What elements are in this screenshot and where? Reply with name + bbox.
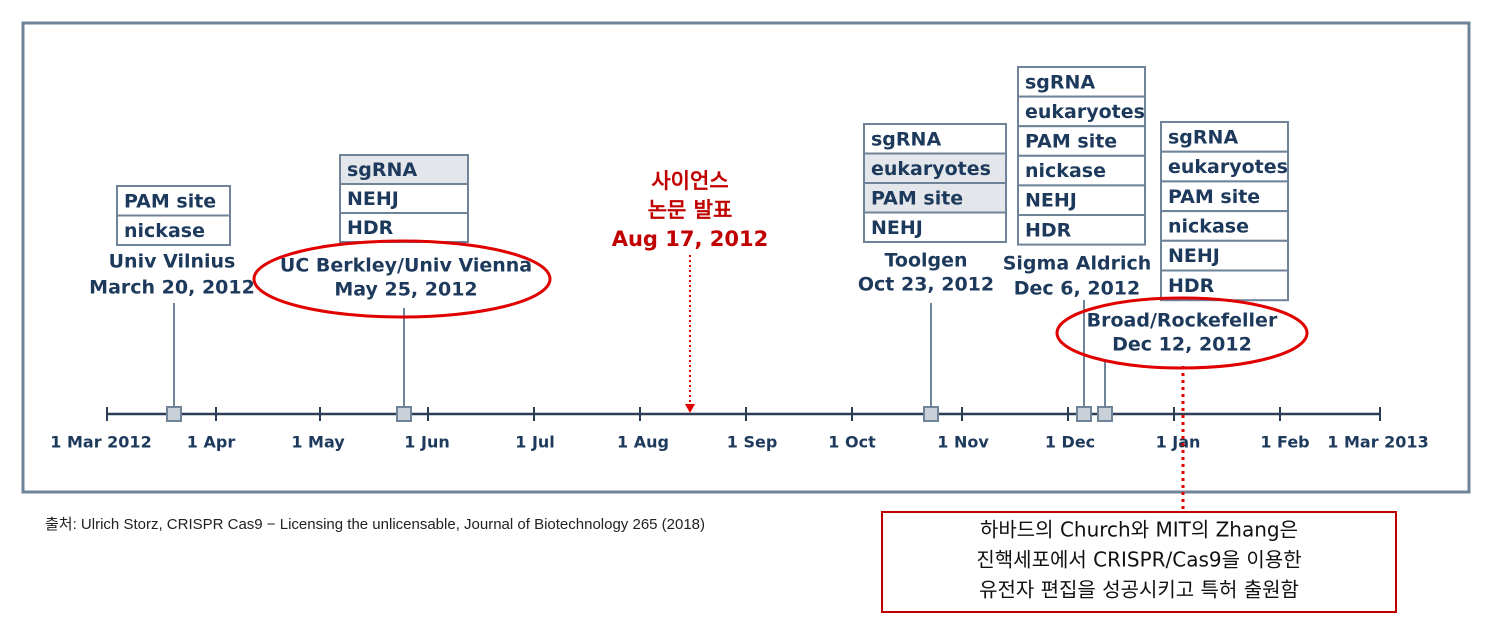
feature-label: eukaryotes — [871, 158, 991, 180]
axis-label: 1 Apr — [187, 433, 236, 452]
frame — [21, 21, 1471, 494]
axis-label: 1 Feb — [1260, 433, 1309, 452]
event-date: Dec 6, 2012 — [1014, 278, 1140, 300]
feature-label: nickase — [1025, 160, 1106, 182]
axis-label: 1 Sep — [727, 433, 778, 452]
science-label: Aug 17, 2012 — [612, 227, 769, 251]
feature-cell — [1017, 154, 1146, 187]
feature-label: PAM site — [1168, 186, 1260, 208]
feature-label: NEHJ — [347, 188, 399, 210]
feature-label: NEHJ — [1025, 190, 1077, 212]
event-name: Broad/Rockefeller — [1087, 310, 1278, 332]
feature-cell — [1160, 210, 1289, 242]
note-text: 진핵세포에서 CRISPR/Cas9을 이용한 — [976, 548, 1301, 572]
event-name: UC Berkley/Univ Vienna — [280, 255, 532, 277]
feature-label: HDR — [1168, 275, 1215, 297]
feature-cell — [1017, 214, 1146, 246]
axis-label: 1 Aug — [617, 433, 669, 452]
science-arrowhead — [685, 404, 695, 413]
feature-cell — [339, 154, 469, 185]
axis-label: 1 Nov — [937, 433, 989, 452]
event-marker — [923, 406, 939, 422]
note-text: 유전자 편집을 성공시키고 특허 출원함 — [979, 578, 1299, 602]
event-date: May 25, 2012 — [334, 279, 477, 301]
feature-label: PAM site — [871, 187, 963, 209]
feature-label: sgRNA — [1168, 126, 1238, 148]
feature-cell — [863, 211, 1007, 243]
axis-label: 1 Mar 2013 — [1327, 433, 1428, 452]
event-name: Univ Vilnius — [109, 251, 236, 273]
axis-label: 1 Jul — [515, 433, 555, 452]
note-text: 하바드의 Church와 MIT의 Zhang은 — [980, 518, 1298, 542]
science-label: 논문 발표 — [648, 198, 733, 222]
science-label: 사이언스 — [651, 169, 728, 193]
axis-label: 1 Oct — [828, 433, 876, 452]
feature-label: eukaryotes — [1168, 156, 1288, 178]
feature-cell — [1017, 125, 1146, 157]
feature-label: PAM site — [124, 190, 216, 212]
event-marker — [1097, 406, 1113, 422]
event-date: March 20, 2012 — [89, 277, 255, 299]
event-date: Dec 12, 2012 — [1112, 334, 1252, 356]
feature-cell — [1160, 269, 1289, 302]
axis-label: 1 Jan — [1156, 433, 1201, 452]
event-name: Toolgen — [884, 250, 967, 272]
feature-label: NEHJ — [871, 217, 923, 239]
note-box — [881, 511, 1397, 613]
feature-cell — [863, 152, 1007, 184]
feature-cell — [339, 212, 469, 243]
feature-label: HDR — [347, 217, 394, 239]
feature-label: sgRNA — [871, 128, 941, 150]
feature-label: sgRNA — [1025, 71, 1095, 93]
feature-cell — [1017, 66, 1146, 98]
feature-cell — [863, 182, 1007, 214]
axis-label: 1 May — [291, 433, 345, 452]
highlight-ellipse — [252, 239, 552, 319]
feature-label: HDR — [1025, 219, 1072, 241]
event-date: Oct 23, 2012 — [858, 274, 994, 296]
source-citation: 출처: Ulrich Storz, CRISPR Cas9 − Licensin… — [45, 516, 705, 533]
feature-cell — [1160, 121, 1289, 153]
feature-cell — [116, 214, 231, 246]
feature-label: sgRNA — [347, 159, 417, 181]
event-marker — [396, 406, 412, 422]
feature-cell — [1160, 239, 1289, 272]
event-marker — [1076, 406, 1092, 422]
axis-label: 1 Mar 2012 — [50, 433, 151, 452]
feature-cell — [1160, 180, 1289, 213]
event-marker — [166, 406, 182, 422]
axis-label: 1 Dec — [1045, 433, 1095, 452]
feature-label: PAM site — [1025, 131, 1117, 153]
axis-label: 1 Jun — [404, 433, 449, 452]
feature-label: nickase — [1168, 215, 1249, 237]
feature-label: eukaryotes — [1025, 101, 1145, 123]
event-name: Sigma Aldrich — [1003, 253, 1152, 275]
feature-label: nickase — [124, 220, 205, 242]
feature-label: NEHJ — [1168, 245, 1220, 267]
feature-cell — [863, 123, 1007, 155]
